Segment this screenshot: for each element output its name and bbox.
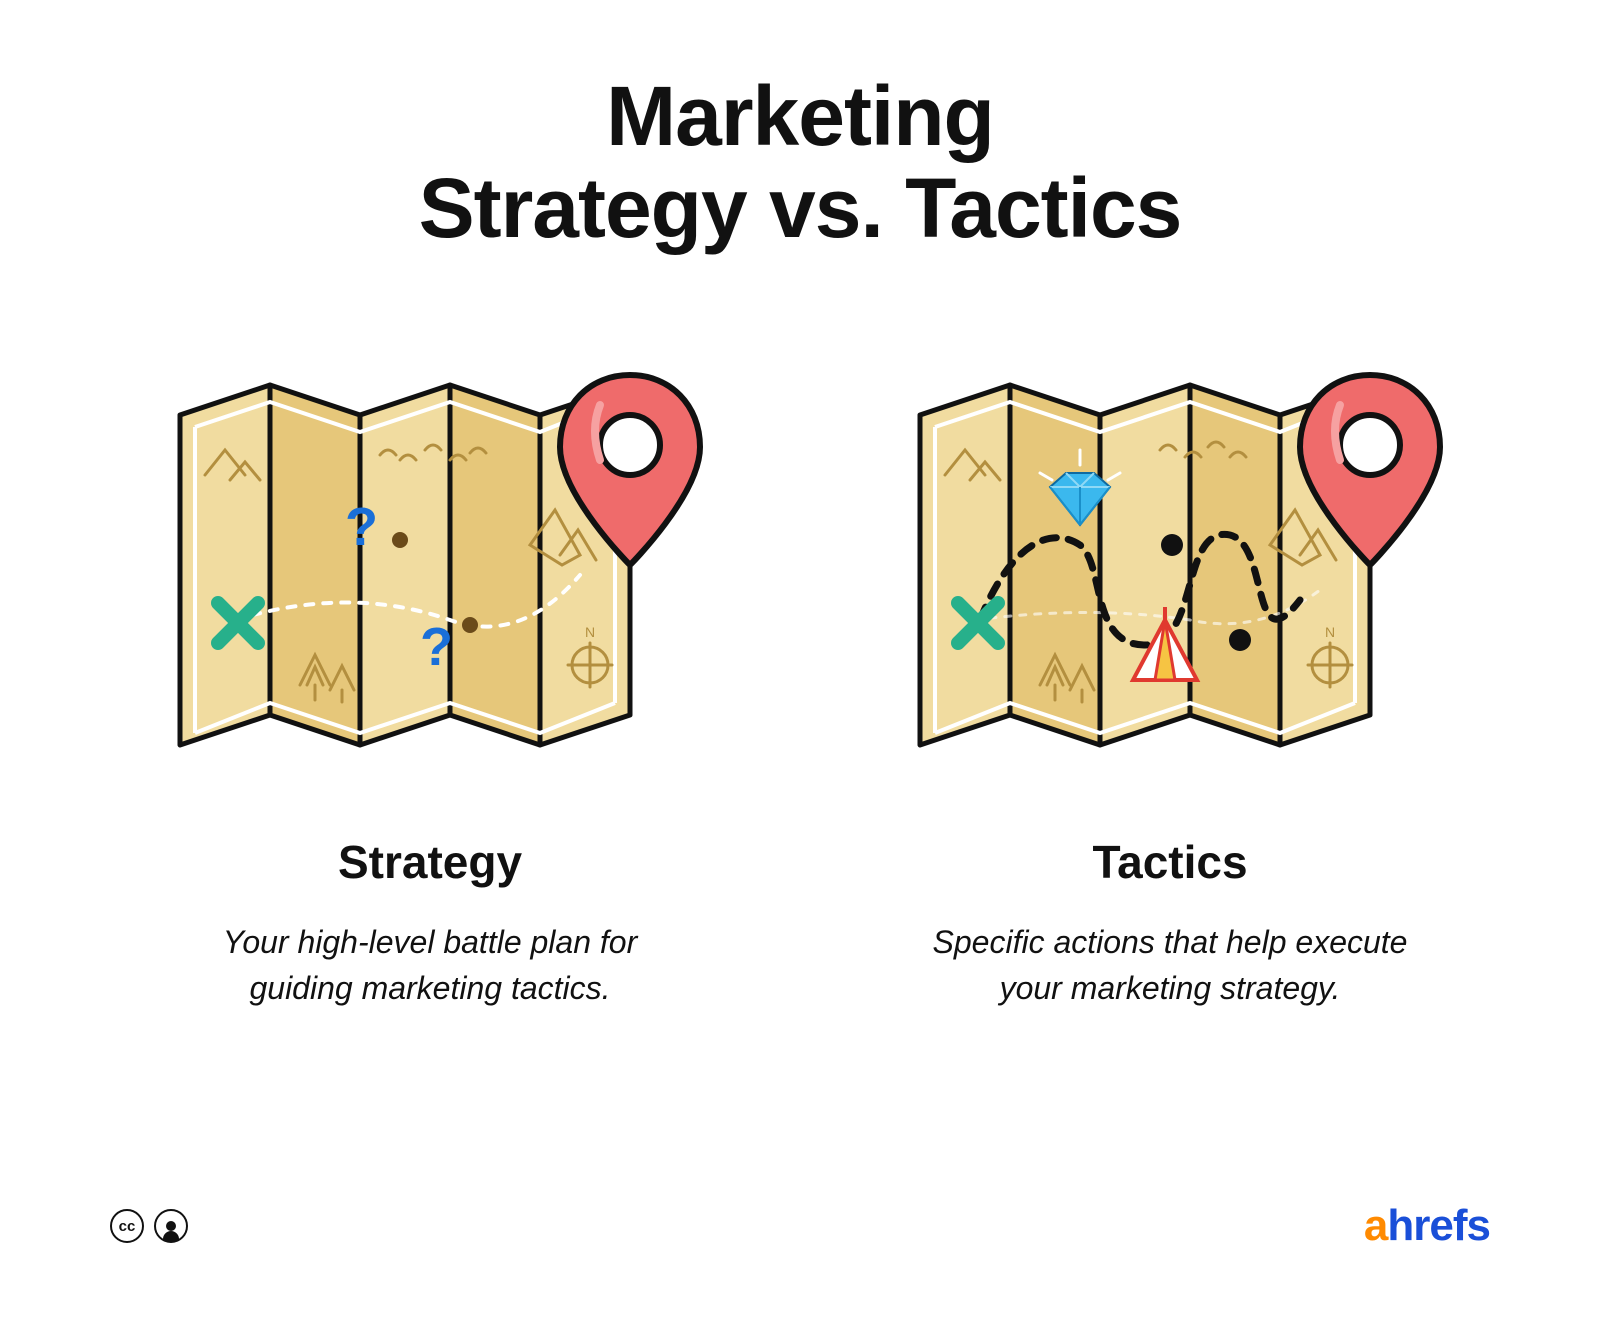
tactics-heading: Tactics <box>1092 835 1247 889</box>
title-line-1: Marketing <box>606 69 994 163</box>
cc-attribution-icon <box>154 1209 188 1243</box>
main-title: Marketing Strategy vs. Tactics <box>0 0 1600 255</box>
svg-text:N: N <box>1325 624 1335 640</box>
svg-text:N: N <box>585 624 595 640</box>
cc-license-icon: cc <box>110 1209 144 1243</box>
tactics-map-illustration: N <box>890 345 1450 785</box>
brand-letter-a: a <box>1364 1201 1387 1250</box>
brand-logo: ahrefs <box>1364 1201 1490 1251</box>
cc-text: cc <box>119 1218 136 1235</box>
panel-strategy: N ? ? Strategy Your h <box>130 345 730 1012</box>
svg-text:?: ? <box>345 497 378 557</box>
cc-person-glyph <box>166 1221 176 1231</box>
title-line-2: Strategy vs. Tactics <box>419 161 1182 255</box>
panels-row: N ? ? Strategy Your h <box>0 345 1600 1012</box>
brand-rest: hrefs <box>1387 1201 1490 1250</box>
footer: cc ahrefs <box>0 1201 1600 1251</box>
cc-badges: cc <box>110 1209 188 1243</box>
tactics-description: Specific actions that help execute your … <box>910 919 1430 1012</box>
strategy-map-illustration: N ? ? <box>150 345 710 785</box>
panel-tactics: N <box>870 345 1470 1012</box>
strategy-heading: Strategy <box>338 835 522 889</box>
svg-text:?: ? <box>420 617 453 677</box>
strategy-description: Your high-level battle plan for guiding … <box>170 919 690 1012</box>
